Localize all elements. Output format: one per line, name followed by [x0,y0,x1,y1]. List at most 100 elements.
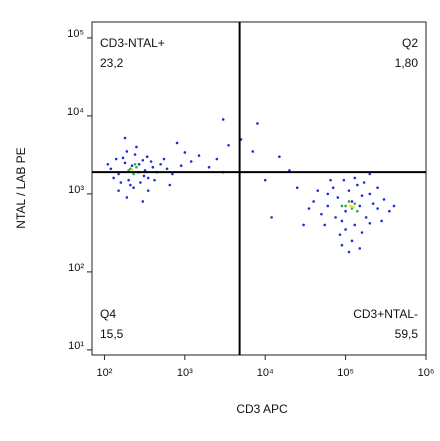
data-point [358,247,362,250]
data-point [352,205,355,209]
data-point [334,216,337,219]
data-point [183,151,187,154]
x-tick-label: 10⁶ [418,367,435,379]
data-point [141,200,145,203]
data-point [388,209,391,213]
data-point [336,196,340,199]
data-point [112,176,115,180]
data-point [353,223,357,227]
data-point [146,176,150,180]
data-point [221,118,225,121]
data-point [368,172,372,176]
x-tick-label: 10³ [177,367,193,379]
data-point [347,250,351,254]
plot-frame [91,21,427,356]
data-point [392,204,396,208]
data-point [312,200,315,203]
data-point [340,243,344,247]
quadrant-name: CD3-NTAL+ [100,36,165,50]
data-point [179,164,183,167]
data-point [132,186,135,190]
data-point [326,204,330,208]
data-point [197,154,201,157]
x-tick-label: 10⁵ [337,367,354,379]
quadrant-percent: 59,5 [395,327,419,341]
data-point [109,167,113,171]
data-point [142,174,146,178]
data-point [368,192,372,196]
data-point [347,200,351,203]
data-point [350,239,354,243]
data-point [130,168,134,171]
data-point [302,223,305,227]
data-point [362,181,366,184]
data-point [360,194,364,197]
data-point [123,161,127,165]
data-point [165,167,169,171]
quadrant-name: Q4 [100,307,116,321]
y-tick-label: 10² [68,262,84,274]
data-point [350,200,354,203]
y-tick-label: 10⁴ [67,106,84,118]
data-point [380,219,383,223]
quadrant-percent: 1,80 [395,56,419,70]
data-point [353,176,357,180]
data-point [114,157,118,161]
data-point [146,189,150,192]
data-point [125,196,129,199]
y-tick-label: 10³ [68,184,84,196]
data-point [316,189,320,192]
data-point [141,158,145,162]
data-point [376,207,379,210]
data-point [340,204,344,208]
data-point [342,178,346,182]
data-point [207,165,211,169]
data-point [326,192,330,196]
data-point [227,143,230,147]
data-point [121,156,125,160]
data-point [137,162,141,166]
data-point [356,209,359,213]
data-point [139,181,142,184]
data-point [288,169,291,172]
data-point [168,183,172,187]
data-point [162,157,166,161]
data-point [189,160,193,163]
y-tick-label: 10¹ [68,340,84,352]
data-point [347,189,351,192]
data-point [338,233,342,236]
data-point [135,165,138,169]
x-axis-label: CD3 APC [236,402,288,416]
data-point [263,178,267,182]
data-point [323,223,327,227]
data-point [159,162,162,166]
quadrant-percent: 15,5 [100,327,124,341]
quadrant-name: CD3+NTAL- [353,307,418,321]
data-point [129,183,132,187]
quadrant-name: Q2 [402,36,418,50]
data-point [119,181,123,184]
data-point [344,209,347,213]
x-tick-label: 10⁴ [257,367,274,379]
data-point [117,172,120,176]
data-point [153,178,156,182]
y-tick-label: 10⁵ [67,28,84,40]
data-point [117,189,120,192]
data-point [278,155,281,158]
data-point [368,221,372,225]
data-point [133,153,137,156]
data-point [175,141,179,145]
data-point [133,162,137,166]
data-point [151,165,155,169]
data-point [149,160,153,163]
data-point [340,219,344,223]
data-point [307,207,311,210]
data-point [371,202,375,205]
data-point [358,204,362,208]
data-point [123,136,127,140]
data-point [135,145,138,149]
data-point [215,157,219,161]
data-point [125,150,129,153]
data-point [329,178,332,182]
